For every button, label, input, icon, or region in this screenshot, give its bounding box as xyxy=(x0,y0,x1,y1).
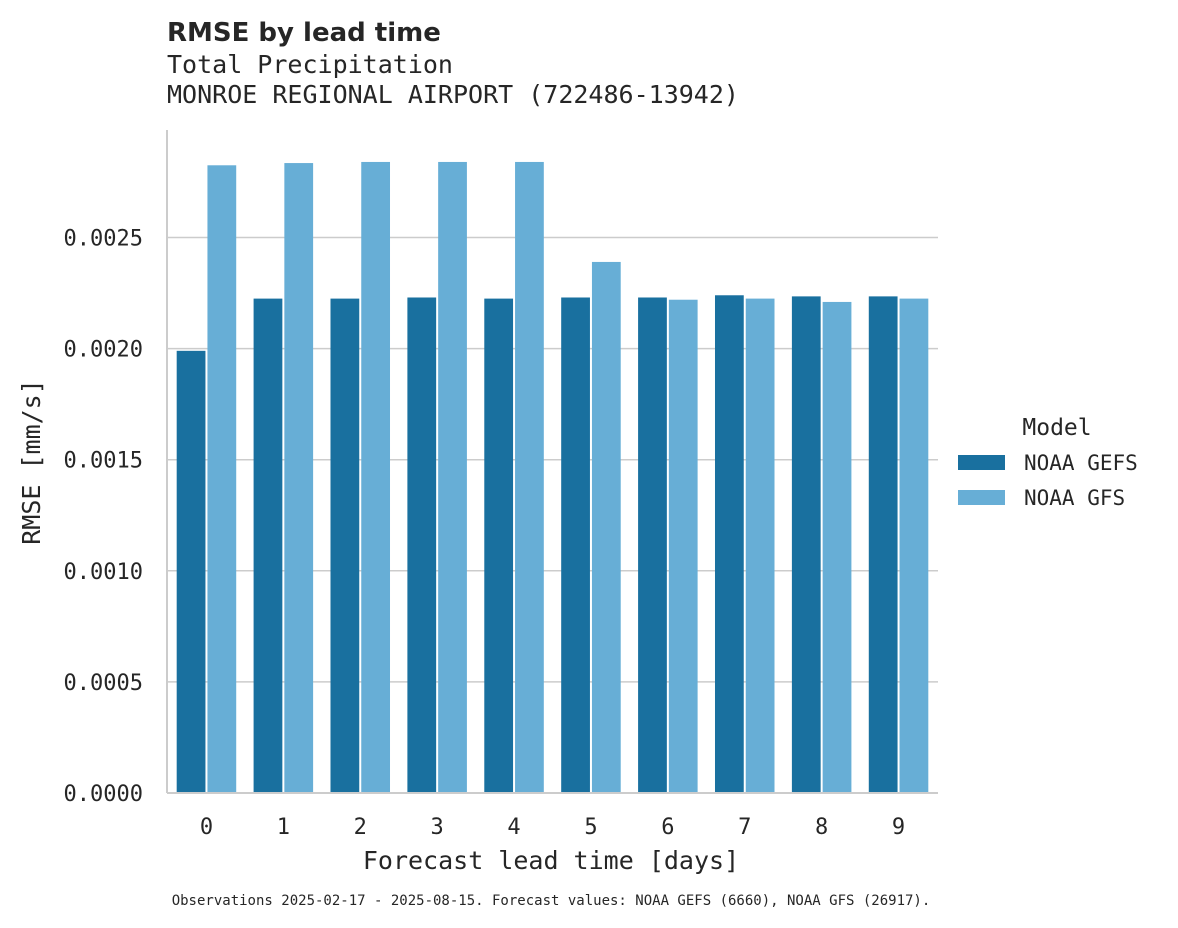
bar-noaa-gfs-5 xyxy=(591,261,621,793)
x-tick-label-2: 2 xyxy=(354,815,367,840)
bar-noaa-gefs-5 xyxy=(561,297,590,793)
y-tick-label-0: 0.0000 xyxy=(64,782,143,807)
bar-noaa-gefs-6 xyxy=(638,297,667,793)
bar-noaa-gefs-9 xyxy=(868,296,898,793)
bar-noaa-gfs-9 xyxy=(899,298,929,793)
chart-subtitle-variable: Total Precipitation xyxy=(167,50,453,79)
bar-noaa-gefs-1 xyxy=(253,298,283,793)
chart-subtitle-station: MONROE REGIONAL AIRPORT (722486-13942) xyxy=(167,80,739,109)
legend: Model NOAA GEFS NOAA GFS xyxy=(958,415,1138,510)
y-tick-label-1: 0.0005 xyxy=(64,671,143,696)
gridlines xyxy=(167,236,938,683)
x-tick-labels: 0 1 2 3 4 5 6 7 8 9 xyxy=(200,815,905,840)
bar-noaa-gfs-0 xyxy=(207,165,237,793)
x-tick-label-9: 9 xyxy=(892,815,905,840)
x-tick-label-0: 0 xyxy=(200,815,213,840)
x-axis-label: Forecast lead time [days] xyxy=(363,846,739,875)
bar-noaa-gfs-1 xyxy=(284,163,314,794)
legend-label-noaa-gefs: NOAA GEFS xyxy=(1024,451,1138,475)
x-tick-label-4: 4 xyxy=(507,815,520,840)
bar-noaa-gfs-4 xyxy=(515,161,544,793)
y-tick-label-2: 0.0010 xyxy=(64,560,143,585)
bar-noaa-gfs-7 xyxy=(745,298,775,793)
legend-swatch-noaa-gefs xyxy=(958,455,1005,470)
legend-label-noaa-gfs: NOAA GFS xyxy=(1024,486,1125,510)
bars xyxy=(176,161,929,794)
bar-noaa-gfs-2 xyxy=(361,161,391,793)
bar-noaa-gfs-6 xyxy=(668,299,698,793)
y-tick-label-5: 0.0025 xyxy=(64,227,143,252)
chart-footnote: Observations 2025-02-17 - 2025-08-15. Fo… xyxy=(172,893,931,909)
chart-title: RMSE by lead time xyxy=(167,18,441,48)
x-tick-label-1: 1 xyxy=(277,815,290,840)
x-tick-label-8: 8 xyxy=(815,815,828,840)
bar-noaa-gfs-8 xyxy=(822,301,852,793)
y-tick-label-3: 0.0015 xyxy=(64,449,143,474)
y-tick-labels: 0.0000 0.0005 0.0010 0.0015 0.0020 0.0025 xyxy=(64,227,143,808)
x-tick-label-6: 6 xyxy=(661,815,674,840)
legend-title: Model xyxy=(1022,415,1091,441)
bar-noaa-gefs-4 xyxy=(484,298,514,793)
bar-noaa-gefs-3 xyxy=(407,297,437,793)
y-axis-label: RMSE [mm/s] xyxy=(17,379,46,545)
legend-swatch-noaa-gfs xyxy=(958,490,1005,505)
x-tick-label-5: 5 xyxy=(584,815,597,840)
bar-noaa-gefs-7 xyxy=(714,295,744,793)
x-tick-label-7: 7 xyxy=(738,815,751,840)
y-tick-label-4: 0.0020 xyxy=(64,338,143,363)
bar-noaa-gefs-8 xyxy=(791,296,821,793)
bar-noaa-gfs-3 xyxy=(438,161,467,793)
bar-noaa-gefs-2 xyxy=(330,298,360,793)
bar-noaa-gefs-0 xyxy=(176,350,206,793)
x-tick-label-3: 3 xyxy=(431,815,444,840)
